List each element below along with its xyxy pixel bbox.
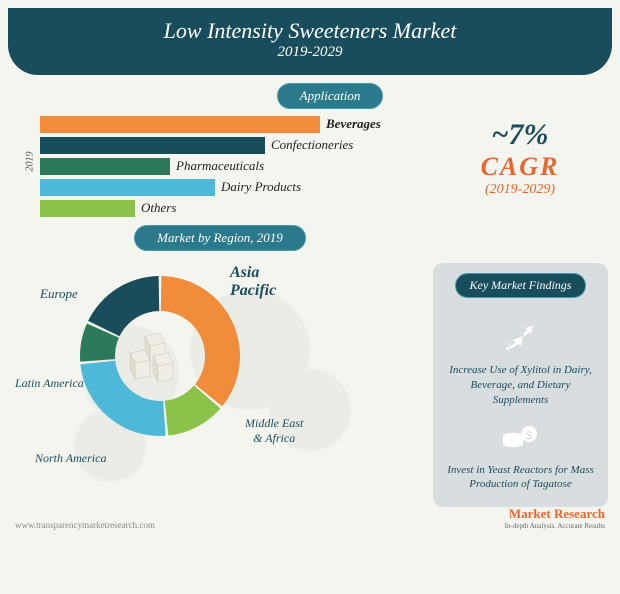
y-axis-label: 2019 bbox=[25, 152, 36, 172]
finding-text: Increase Use of Xylitol in Dairy, Bevera… bbox=[445, 363, 596, 408]
cagr-label: CAGR bbox=[445, 152, 595, 182]
bar bbox=[40, 116, 320, 133]
cagr-pct: ~7% bbox=[445, 118, 595, 152]
bar-row: Others bbox=[40, 199, 600, 217]
footer-url: www.transparencymarketresearch.com bbox=[15, 520, 155, 530]
bar bbox=[40, 200, 135, 217]
region-label-europe: Europe bbox=[40, 286, 78, 302]
bar bbox=[40, 179, 215, 196]
region-label-latin-america: Latin America bbox=[15, 376, 84, 391]
bar-label: Confectioneries bbox=[271, 137, 353, 153]
svg-text:$: $ bbox=[525, 430, 531, 442]
logo-tagline: In-depth Analysis. Accurate Results bbox=[505, 522, 605, 530]
bar bbox=[40, 137, 265, 154]
region-label-mea: Middle East& Africa bbox=[245, 416, 303, 446]
findings-badge: Key Market Findings bbox=[455, 273, 587, 298]
title: Low Intensity Sweeteners Market bbox=[48, 18, 572, 44]
donut-slice bbox=[88, 276, 159, 336]
cagr-period: (2019-2029) bbox=[445, 182, 595, 198]
header-banner: Low Intensity Sweeteners Market 2019-202… bbox=[8, 8, 612, 75]
coins-icon: $ bbox=[445, 420, 596, 457]
growth-icon bbox=[445, 320, 596, 357]
year-range: 2019-2029 bbox=[48, 44, 572, 61]
finding-text: Invest in Yeast Reactors for Mass Produc… bbox=[445, 463, 596, 493]
logo-line2: Market Research bbox=[509, 506, 605, 521]
application-badge: Application bbox=[277, 83, 384, 109]
donut-chart: Asia Pacific Europe Latin America North … bbox=[15, 256, 305, 496]
finding-item: $ Invest in Yeast Reactors for Mass Prod… bbox=[445, 420, 596, 493]
region-badge: Market by Region, 2019 bbox=[134, 225, 306, 251]
sugar-cubes-icon bbox=[125, 331, 185, 391]
bar-label: Dairy Products bbox=[221, 179, 301, 195]
bar-label: Beverages bbox=[326, 116, 381, 132]
region-label-asia-pacific: Asia Pacific bbox=[230, 264, 305, 300]
bar-label: Pharmaceuticals bbox=[176, 158, 264, 174]
bar bbox=[40, 158, 170, 175]
region-label-north-america: North America bbox=[35, 451, 106, 466]
finding-item: Increase Use of Xylitol in Dairy, Bevera… bbox=[445, 320, 596, 408]
key-findings-panel: Key Market Findings Increase Use of Xyli… bbox=[433, 263, 608, 507]
bar-label: Others bbox=[141, 200, 176, 216]
cagr-callout: ~7% CAGR (2019-2029) bbox=[445, 118, 595, 198]
